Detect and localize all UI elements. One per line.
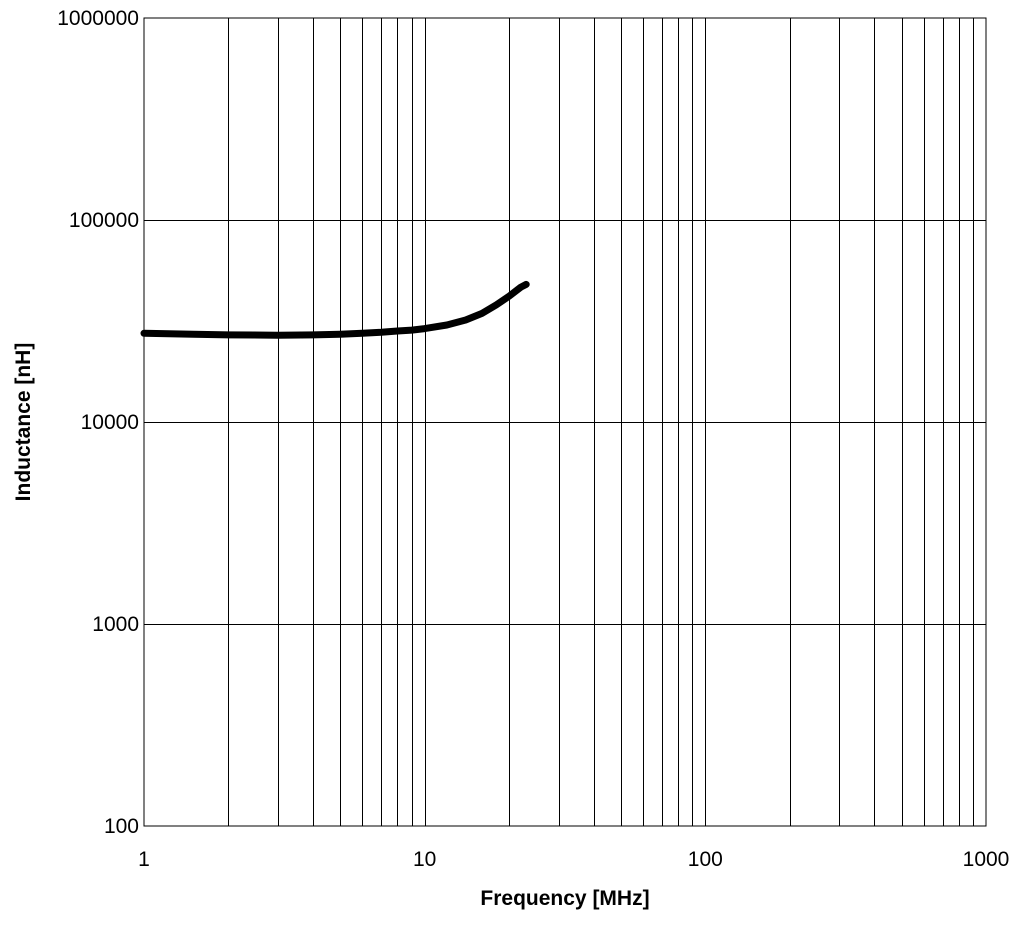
series-layer xyxy=(140,280,530,339)
y-tick-label: 100000 xyxy=(69,209,139,232)
y-axis-title: Inductance [nH] xyxy=(12,343,35,502)
x-tick-labels: 1 10 100 1000 xyxy=(138,848,1009,871)
x-tick-label: 1 xyxy=(138,848,150,871)
series-line xyxy=(140,280,530,339)
x-axis-title: Frequency [MHz] xyxy=(480,887,649,910)
y-tick-label: 100 xyxy=(104,815,139,838)
plot-frame xyxy=(143,17,987,827)
y-tick-labels: 100 1000 10000 100000 1000000 xyxy=(57,7,139,838)
x-tick-label: 1000 xyxy=(963,848,1010,871)
x-tick-label: 10 xyxy=(413,848,436,871)
y-gridlines xyxy=(144,220,986,625)
y-tick-label: 1000000 xyxy=(57,7,139,30)
y-tick-label: 10000 xyxy=(81,411,139,434)
x-tick-label: 100 xyxy=(688,848,723,871)
y-tick-label: 1000 xyxy=(92,613,139,636)
